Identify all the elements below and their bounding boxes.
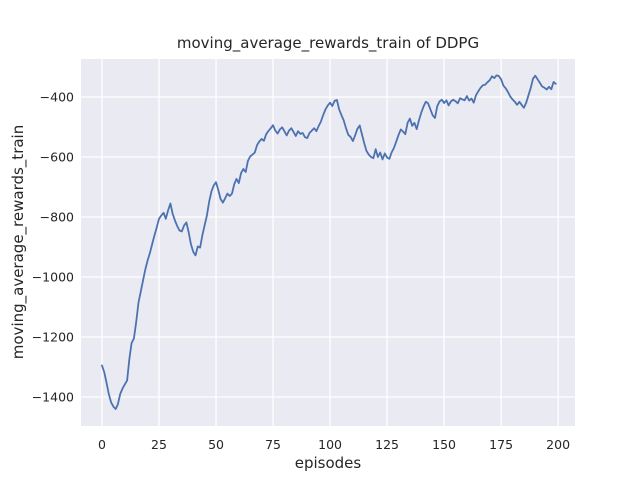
y-tick-label: −1200: [31, 329, 74, 345]
y-axis-label: moving_average_rewards_train: [9, 124, 27, 360]
x-tick-label: 0: [97, 437, 106, 452]
x-tick-label: 75: [265, 437, 281, 452]
y-tick-label: −1000: [31, 269, 74, 285]
y-tick-label: −1400: [31, 389, 74, 405]
x-tick-label: 125: [375, 437, 399, 452]
x-tick-label: 175: [489, 437, 514, 452]
y-tick-label: −600: [39, 149, 74, 165]
plot-background: [81, 59, 575, 426]
chart-title: moving_average_rewards_train of DDPG: [176, 34, 480, 52]
y-tick-label: −400: [39, 89, 74, 105]
x-tick-label: 150: [432, 437, 457, 452]
x-tick-label: 25: [151, 437, 167, 452]
x-tick-label: 50: [208, 437, 224, 452]
series-line: [101, 74, 557, 410]
x-tick-label: 200: [546, 437, 571, 452]
y-tick-label: −800: [39, 209, 74, 225]
x-tick-label: 100: [318, 437, 342, 452]
x-axis-label: episodes: [294, 454, 362, 472]
